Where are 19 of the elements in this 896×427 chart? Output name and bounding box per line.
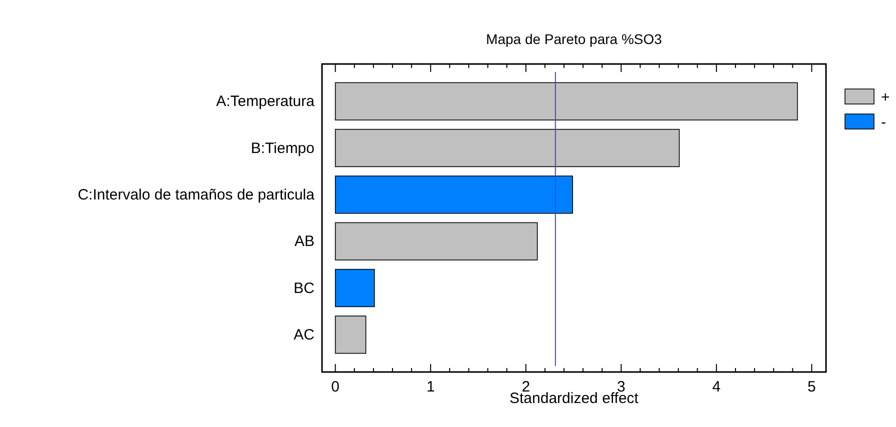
y-tick-label: B:Tiempo: [250, 140, 314, 157]
y-tick-label: C:Intervalo de tamaños de particula: [78, 186, 316, 204]
bar: [334, 222, 538, 260]
legend-label: -: [881, 114, 886, 131]
y-tick-label: A:Temperatura: [216, 93, 316, 110]
x-tick-label: 1: [426, 378, 435, 396]
bar: [334, 316, 366, 354]
bar: [334, 128, 680, 168]
bar: [334, 176, 573, 214]
x-tick-label: 4: [712, 378, 721, 396]
legend-label: +: [881, 89, 890, 106]
x-tick-label: 0: [331, 378, 340, 396]
bar: [334, 82, 798, 120]
y-tick-label: AC: [294, 326, 315, 344]
y-tick-label: BC: [294, 280, 315, 297]
x-tick-label: 5: [808, 378, 816, 396]
y-tick-label: AB: [294, 233, 314, 250]
bar: [334, 268, 375, 308]
chart-title: Mapa de Pareto para %SO3: [486, 31, 662, 47]
